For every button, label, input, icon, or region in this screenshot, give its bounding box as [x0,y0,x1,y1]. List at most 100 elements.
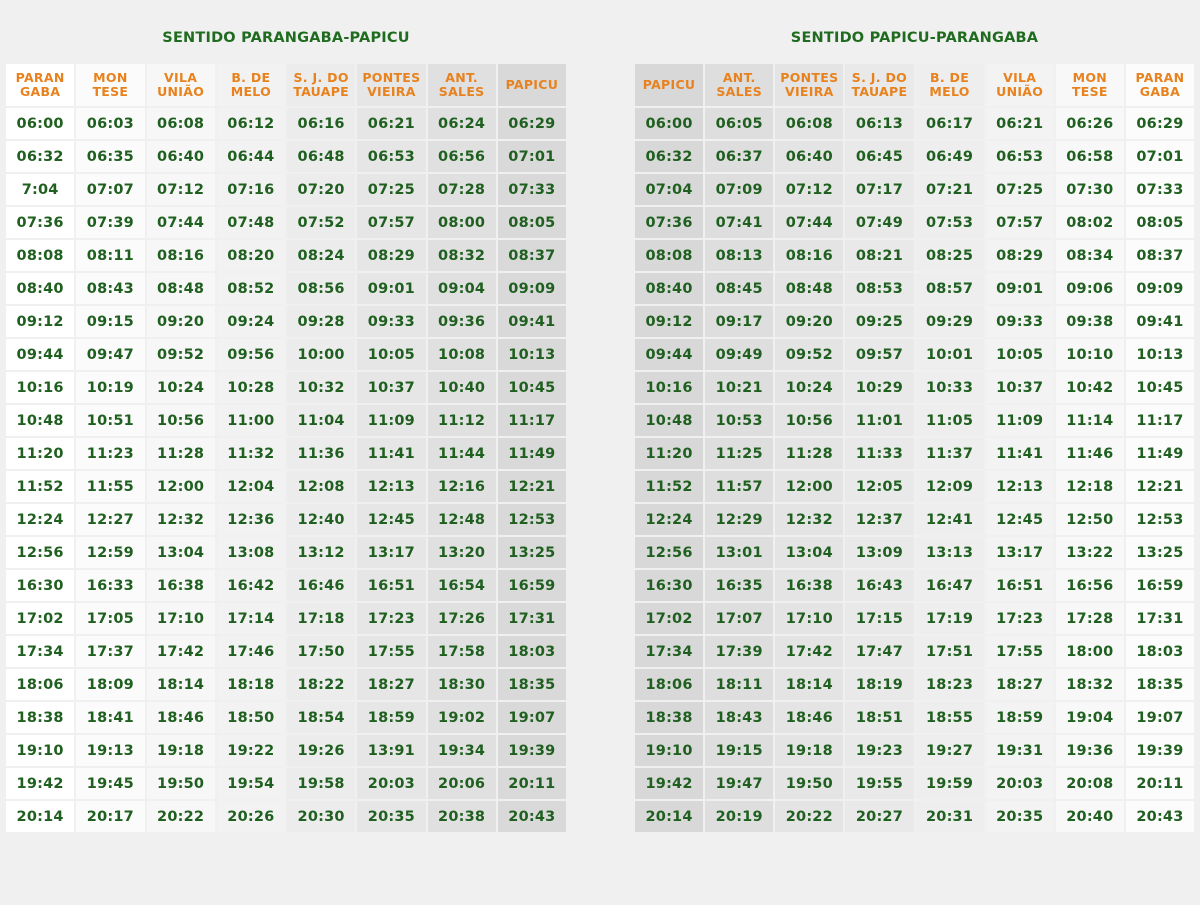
departure-time: 08:29 [983,238,1056,273]
departure-time: 09:12 [3,304,77,339]
departure-time: 09:47 [74,337,147,372]
departure-time: 13:17 [983,535,1056,570]
table-row: 19:10 19:15 19:18 19:23 19:27 19:31 19:36 19:39 [632,733,1197,768]
departure-time: 19:59 [913,766,986,801]
departure-time: 10:10 [1053,337,1126,372]
departure-time: 12:45 [983,502,1056,537]
departure-time: 06:29 [495,106,569,141]
departure-time: 09:52 [773,337,846,372]
departure-time: 11:52 [3,469,77,504]
departure-time: 18:09 [74,667,147,702]
departure-time: 18:59 [983,700,1056,735]
departure-time: 12:08 [284,469,358,504]
departure-time: 20:08 [1053,766,1126,801]
departure-time: 19:10 [3,733,77,768]
departure-time: 17:34 [632,634,706,669]
departure-time: 08:08 [3,238,77,273]
departure-time: 07:52 [284,205,358,240]
departure-time: 17:23 [355,601,428,636]
departure-time: 06:56 [425,139,498,174]
departure-time: 07:33 [495,172,569,207]
departure-time: 18:50 [214,700,288,735]
departure-time: 17:58 [425,634,498,669]
departure-time: 11:12 [425,403,498,438]
departure-time: 08:37 [1123,238,1197,273]
departure-time: 12:21 [1123,469,1197,504]
departure-time: 06:08 [144,106,217,141]
stop-header-line: B. DE [231,70,271,85]
departure-time: 07:01 [1123,139,1197,174]
departure-time: 20:43 [495,799,569,834]
departure-time: 12:21 [495,469,569,504]
stop-header-line: MON [1072,70,1108,85]
stop-header: MON TESE [1053,62,1126,108]
table-row: 08:40 08:45 08:48 08:53 08:57 09:01 09:06 09:09 [632,271,1197,306]
departure-time: 18:43 [703,700,776,735]
departure-time: 19:02 [425,700,498,735]
departure-time: 19:42 [3,766,77,801]
table-row: 07:36 07:41 07:44 07:49 07:53 07:57 08:02 08:05 [632,205,1197,240]
departure-time: 09:38 [1053,304,1126,339]
departure-time: 08:52 [214,271,288,306]
departure-time: 10:19 [74,370,147,405]
departure-time: 08:56 [284,271,358,306]
departure-time: 07:25 [983,172,1056,207]
departure-time: 06:17 [913,106,986,141]
departure-time: 20:26 [214,799,288,834]
stop-header-line: MELO [230,84,272,99]
departure-time: 08:05 [495,205,569,240]
departure-time: 19:26 [284,733,358,768]
departure-time: 06:40 [144,139,217,174]
departure-time: 08:20 [214,238,288,273]
departure-time: 17:07 [703,601,776,636]
departure-time: 19:23 [843,733,916,768]
departure-time: 09:06 [1053,271,1126,306]
departure-time: 12:32 [773,502,846,537]
departure-time: 11:37 [913,436,986,471]
departure-time: 09:29 [913,304,986,339]
departure-time: 18:32 [1053,667,1126,702]
departure-time: 07:04 [632,172,706,207]
departure-time: 09:28 [284,304,358,339]
stop-header: PARAN GABA [3,62,77,108]
table-row: 11:52 11:57 12:00 12:05 12:09 12:13 12:18 12:21 [632,469,1197,504]
departure-time: 08:48 [144,271,217,306]
departure-time: 10:32 [284,370,358,405]
departure-time: 06:53 [355,139,428,174]
departure-time: 11:44 [425,436,498,471]
departure-time: 16:38 [773,568,846,603]
departure-time: 07:17 [843,172,916,207]
departure-time: 08:43 [74,271,147,306]
departure-time: 09:20 [144,304,217,339]
departure-time: 10:48 [632,403,706,438]
departure-time: 09:01 [355,271,428,306]
departure-time: 13:13 [913,535,986,570]
departure-time: 11:23 [74,436,147,471]
departure-time: 08:57 [913,271,986,306]
departure-time: 11:14 [1053,403,1126,438]
departure-time: 20:11 [1123,766,1197,801]
departure-time: 08:02 [1053,205,1126,240]
departure-time: 16:35 [703,568,776,603]
departure-time: 10:37 [983,370,1056,405]
departure-time: 19:39 [1123,733,1197,768]
direction-title: SENTIDO PARANGABA-PAPICU [162,30,410,46]
departure-time: 19:07 [1123,700,1197,735]
table-row: 12:56 12:59 13:04 13:08 13:12 13:17 13:20 13:25 [3,535,569,570]
departure-time: 19:55 [843,766,916,801]
departure-time: 10:42 [1053,370,1126,405]
departure-time: 09:20 [773,304,846,339]
departure-time: 12:50 [1053,502,1126,537]
departure-time: 07:57 [355,205,428,240]
departure-time: 07:36 [3,205,77,240]
table-row: 18:06 18:11 18:14 18:19 18:23 18:27 18:32 18:35 [632,667,1197,702]
departure-time: 12:13 [355,469,428,504]
departure-time: 11:36 [284,436,358,471]
stop-header: VILA UNIÃO [983,62,1056,108]
stop-header: ANT. SALES [703,62,776,108]
table-row: 16:30 16:33 16:38 16:42 16:46 16:51 16:54 16:59 [3,568,569,603]
departure-time: 19:42 [632,766,706,801]
departure-time: 12:53 [495,502,569,537]
departure-time: 09:15 [74,304,147,339]
departure-time: 09:12 [632,304,706,339]
